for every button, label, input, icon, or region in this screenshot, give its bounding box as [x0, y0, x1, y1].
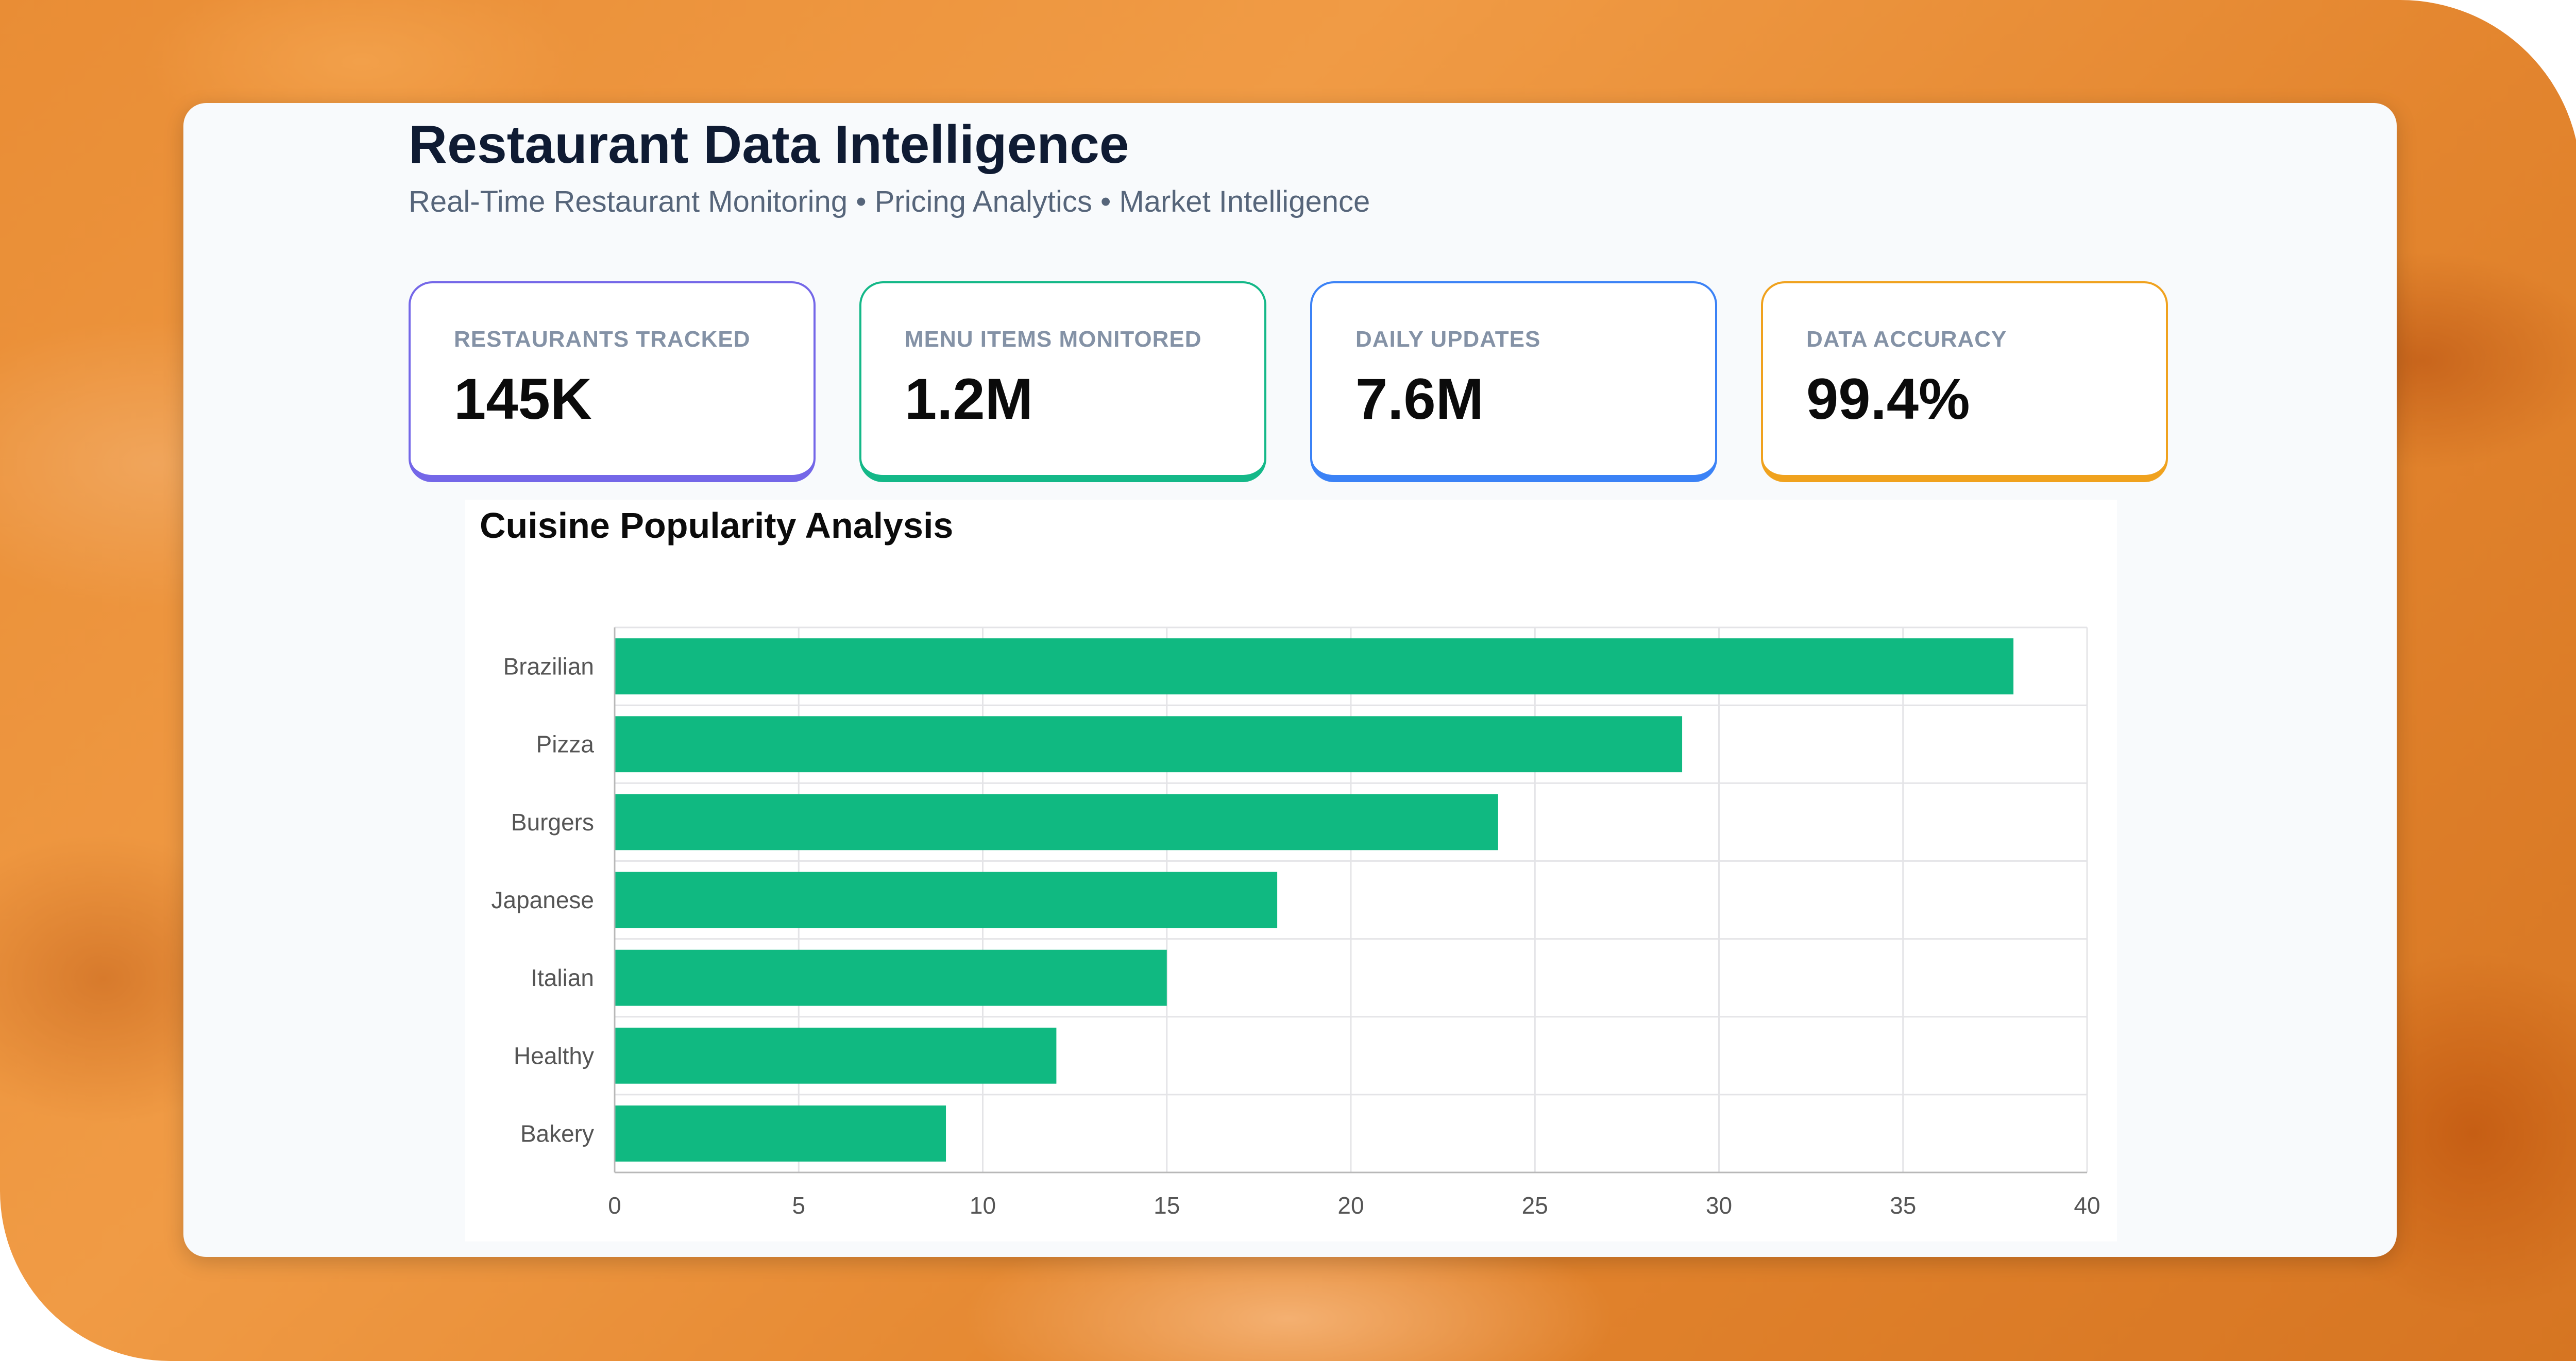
bar-burgers: [615, 794, 1498, 850]
x-tick-label: 30: [1706, 1192, 1732, 1219]
stat-card-data-accuracy: DATA ACCURACY 99.4%: [1761, 281, 2168, 482]
cuisine-chart: Cuisine Popularity Analysis 0 5 10 15 20 25 30…: [465, 500, 2117, 1241]
y-tick-label: Healthy: [514, 1042, 594, 1069]
x-tick-label: 15: [1154, 1192, 1180, 1219]
y-tick-label: Italian: [531, 964, 594, 991]
bar-japanese: [615, 872, 1278, 928]
y-tick-label: Burgers: [511, 809, 594, 836]
chart-title: Cuisine Popularity Analysis: [480, 505, 954, 546]
x-tick-label: 25: [1522, 1192, 1548, 1219]
page-subtitle: Real-Time Restaurant Monitoring • Pricin…: [409, 185, 1370, 218]
x-tick-label: 5: [792, 1192, 805, 1219]
stat-label: DAILY UPDATES: [1355, 327, 1541, 352]
x-tick-label: 0: [608, 1192, 621, 1219]
x-tick-label: 10: [970, 1192, 996, 1219]
y-tick-label: Bakery: [520, 1120, 594, 1147]
x-tick-label: 40: [2074, 1192, 2100, 1219]
stat-card-menu-items-monitored: MENU ITEMS MONITORED 1.2M: [859, 281, 1266, 482]
stat-label: MENU ITEMS MONITORED: [905, 327, 1202, 352]
stat-label: RESTAURANTS TRACKED: [454, 327, 751, 352]
stat-value: 99.4%: [1806, 367, 1970, 431]
bar-bakery: [615, 1105, 946, 1162]
bar-pizza: [615, 716, 1683, 773]
bar-italian: [615, 949, 1167, 1006]
y-tick-label: Pizza: [536, 731, 595, 758]
stat-card-daily-updates: DAILY UPDATES 7.6M: [1310, 281, 1717, 482]
y-tick-label: Japanese: [492, 887, 595, 913]
stat-value: 145K: [454, 367, 592, 431]
x-tick-label: 35: [1890, 1192, 1916, 1219]
stat-card-restaurants-tracked: RESTAURANTS TRACKED 145K: [409, 281, 816, 482]
stat-label: DATA ACCURACY: [1806, 327, 2007, 352]
y-tick-label: Brazilian: [503, 653, 594, 680]
bar-healthy: [615, 1027, 1057, 1084]
bar-chart: 0 5 10 15 20 25 30 35 40 Brazilian Pizza Burgers Jap…: [492, 626, 2100, 1219]
stat-value: 7.6M: [1355, 367, 1484, 431]
stat-value: 1.2M: [905, 367, 1033, 431]
page-title: Restaurant Data Intelligence: [409, 115, 1129, 175]
bar-brazilian: [615, 638, 2014, 694]
x-tick-label: 20: [1337, 1192, 1364, 1219]
